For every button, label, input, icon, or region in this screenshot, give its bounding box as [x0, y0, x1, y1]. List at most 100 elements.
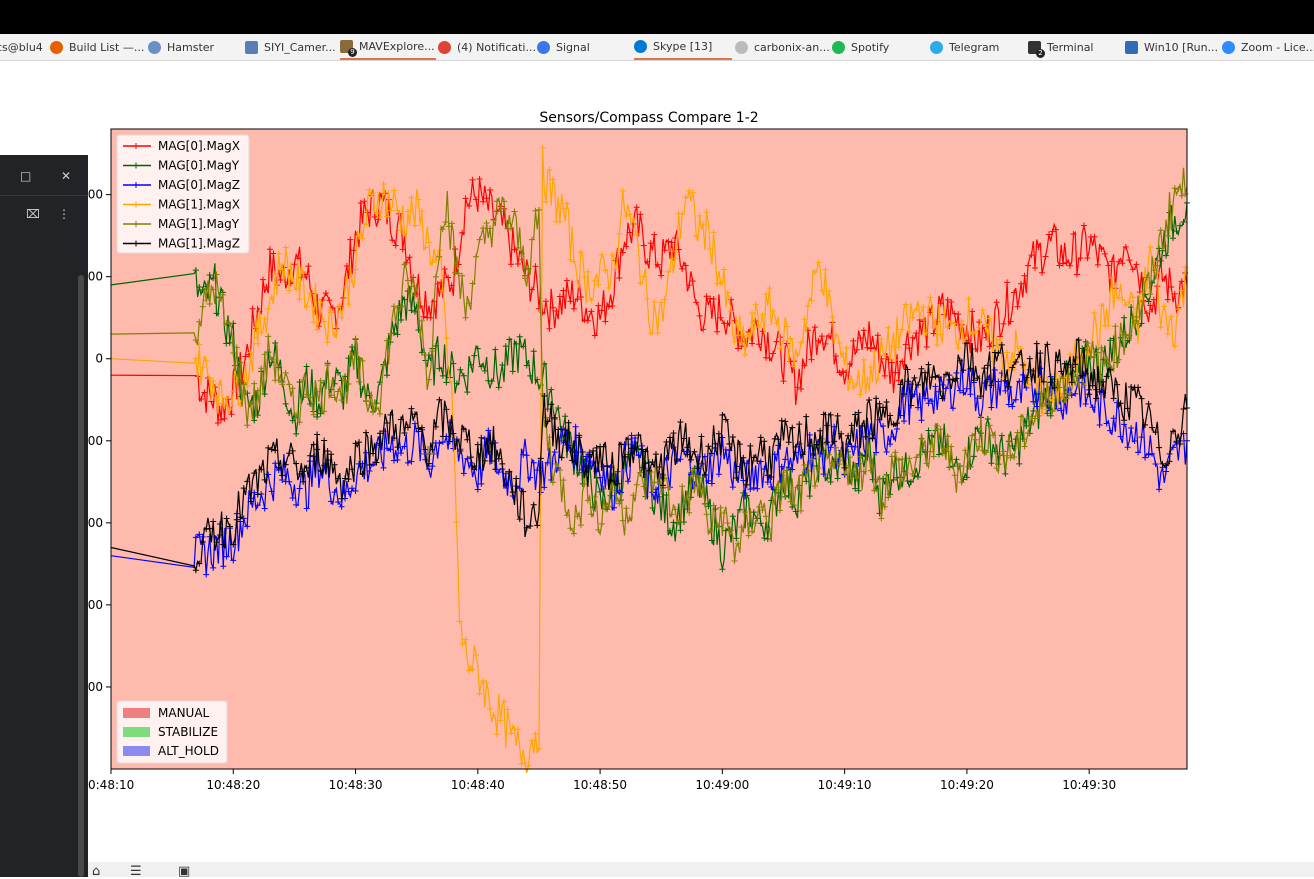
- series-path: [110, 358, 1188, 575]
- series-legend: MAG[0].MagX MAG[0].MagY MAG[0].MagZ MAG[1].…: [116, 134, 250, 254]
- taskbar-item-label: SIYI_Camer...: [264, 40, 336, 54]
- legend-label: MAG[0].MagX: [158, 139, 240, 153]
- firefox-icon: [50, 40, 63, 54]
- home-icon[interactable]: ⌂: [92, 864, 101, 879]
- close-button[interactable]: ✕: [61, 169, 72, 183]
- x-tick-label: 10:49:20: [940, 778, 994, 792]
- x-tick-label: 10:48:50: [573, 778, 627, 792]
- taskbar-item-label: Win10 [Run...: [1144, 40, 1219, 54]
- plot-frame: [110, 128, 1188, 770]
- mode-label: ALT_HOLD: [158, 744, 219, 758]
- legend-label: MAG[1].MagZ: [158, 237, 240, 251]
- legend-label: MAG[0].MagY: [158, 159, 240, 173]
- taskbar-item-label: carbonix-an...: [754, 40, 830, 54]
- virtualbox-icon: [1125, 40, 1138, 54]
- signal-icon: [537, 40, 550, 54]
- y-tick-label: 00: [88, 434, 103, 448]
- mode-swatch: [123, 746, 150, 756]
- series-line: [110, 358, 1190, 578]
- document-icon: [245, 40, 258, 54]
- spotify-icon: [832, 40, 845, 54]
- taskbar-item[interactable]: 2 Terminal: [1028, 34, 1123, 60]
- kebab-menu-icon[interactable]: ⋮: [58, 207, 70, 221]
- taskbar-item-label: Skype [13]: [653, 39, 713, 53]
- series-path: [110, 167, 1188, 562]
- taskbar-item-label: cs@blu4: [0, 40, 43, 54]
- x-axis: 0:48:10 10:48:20 10:48:30 10:48:40 10:48:50 1…: [88, 769, 1116, 792]
- taskbar-item-label: Build List —...: [69, 40, 145, 54]
- taskbar-badge: 9: [348, 47, 357, 57]
- series-markers: [192, 336, 1190, 574]
- mode-legend: MANUAL STABILIZE ALT_HOLD: [116, 700, 228, 764]
- terminal-icon: 2: [1028, 40, 1045, 58]
- series-markers: [192, 144, 1189, 769]
- legend-label: MAG[0].MagZ: [158, 178, 240, 192]
- series-markers: [192, 185, 1189, 564]
- compass-compare-chart: Sensors/Compass Compare 1-2 0:48:10 10:48…: [88, 110, 1190, 792]
- taskbar-item-label: Telegram: [949, 40, 1000, 54]
- book-icon[interactable]: ⌧: [26, 207, 40, 221]
- taskbar-item[interactable]: Win10 [Run...: [1125, 34, 1220, 60]
- y-tick-label: 00: [88, 598, 103, 612]
- taskbar-item[interactable]: 9 MAVExplore...: [340, 34, 436, 60]
- taskbar-item-label: Signal: [556, 40, 590, 54]
- taskbar-item[interactable]: Skype [13]: [634, 34, 732, 60]
- series-layer: [110, 144, 1190, 774]
- maximize-button[interactable]: □: [20, 169, 32, 183]
- save-figure-icon[interactable]: ▣: [178, 864, 191, 879]
- telegram-icon: [930, 40, 943, 54]
- taskbar-item-label: Hamster: [167, 40, 215, 54]
- top-black-bar: [0, 0, 1314, 34]
- chart-title: Sensors/Compass Compare 1-2: [539, 110, 758, 126]
- y-tick-label: 00: [88, 680, 103, 694]
- taskbar-item-label: Terminal: [1047, 40, 1094, 54]
- taskbar-item-label: Zoom - Lice...: [1241, 40, 1314, 54]
- taskbar-item[interactable]: (4) Notificati...: [438, 34, 536, 60]
- taskbar: cs@blu4 Build List —... Hamster SIYI_Camer.…: [0, 34, 1314, 61]
- taskbar-badge: 2: [1036, 48, 1045, 58]
- taskbar-item[interactable]: carbonix-an...: [735, 34, 830, 60]
- legend-label: MAG[1].MagX: [158, 198, 240, 212]
- hamster-icon: [148, 40, 161, 54]
- taskbar-item-label: Spotify: [851, 40, 890, 54]
- side-window-scrollbar[interactable]: [78, 275, 84, 877]
- series-line: [110, 336, 1190, 574]
- side-window-titlebar: □ ✕: [0, 155, 88, 196]
- mode-swatch: [123, 708, 150, 718]
- app-icon: [735, 40, 748, 54]
- x-tick-label: 10:49:10: [818, 778, 872, 792]
- y-tick-label: 0: [95, 352, 103, 366]
- skype-icon: [634, 39, 647, 53]
- taskbar-item[interactable]: cs@blu4: [0, 34, 44, 60]
- x-tick-label: 10:48:40: [451, 778, 505, 792]
- plot-toolbar: [88, 862, 1314, 877]
- y-tick-label: 00: [88, 516, 103, 530]
- legend-marker: [133, 240, 139, 247]
- zoom-icon: [1222, 40, 1235, 54]
- taskbar-item[interactable]: Signal: [537, 34, 632, 60]
- taskbar-item[interactable]: Hamster: [148, 34, 243, 60]
- series-path: [110, 338, 1188, 573]
- legend-marker: [133, 182, 139, 188]
- legend-marker: [133, 221, 139, 227]
- taskbar-item[interactable]: Zoom - Lice...: [1222, 34, 1314, 60]
- series-line: [110, 167, 1189, 564]
- x-tick-label: 0:48:10: [88, 778, 134, 792]
- x-tick-label: 10:49:00: [695, 778, 749, 792]
- taskbar-item-label: MAVExplore...: [359, 39, 435, 53]
- legend-marker: [133, 143, 139, 149]
- mavexplorer-icon: 9: [340, 39, 357, 57]
- taskbar-item[interactable]: Spotify: [832, 34, 928, 60]
- taskbar-item[interactable]: SIYI_Camer...: [245, 34, 337, 60]
- taskbar-item[interactable]: Build List —...: [50, 34, 146, 60]
- side-window: □ ✕ ⌧ ⋮: [0, 155, 88, 877]
- series-markers: [192, 365, 1190, 578]
- taskbar-item[interactable]: Telegram: [930, 34, 1026, 60]
- y-tick-label: 00: [88, 188, 103, 202]
- y-tick-label: 00: [88, 270, 103, 284]
- legend-label: MAG[1].MagY: [158, 217, 240, 231]
- mode-swatch: [123, 727, 150, 737]
- configure-subplots-icon[interactable]: ☰: [130, 864, 142, 879]
- x-tick-label: 10:49:30: [1062, 778, 1116, 792]
- legend-marker: [133, 162, 139, 169]
